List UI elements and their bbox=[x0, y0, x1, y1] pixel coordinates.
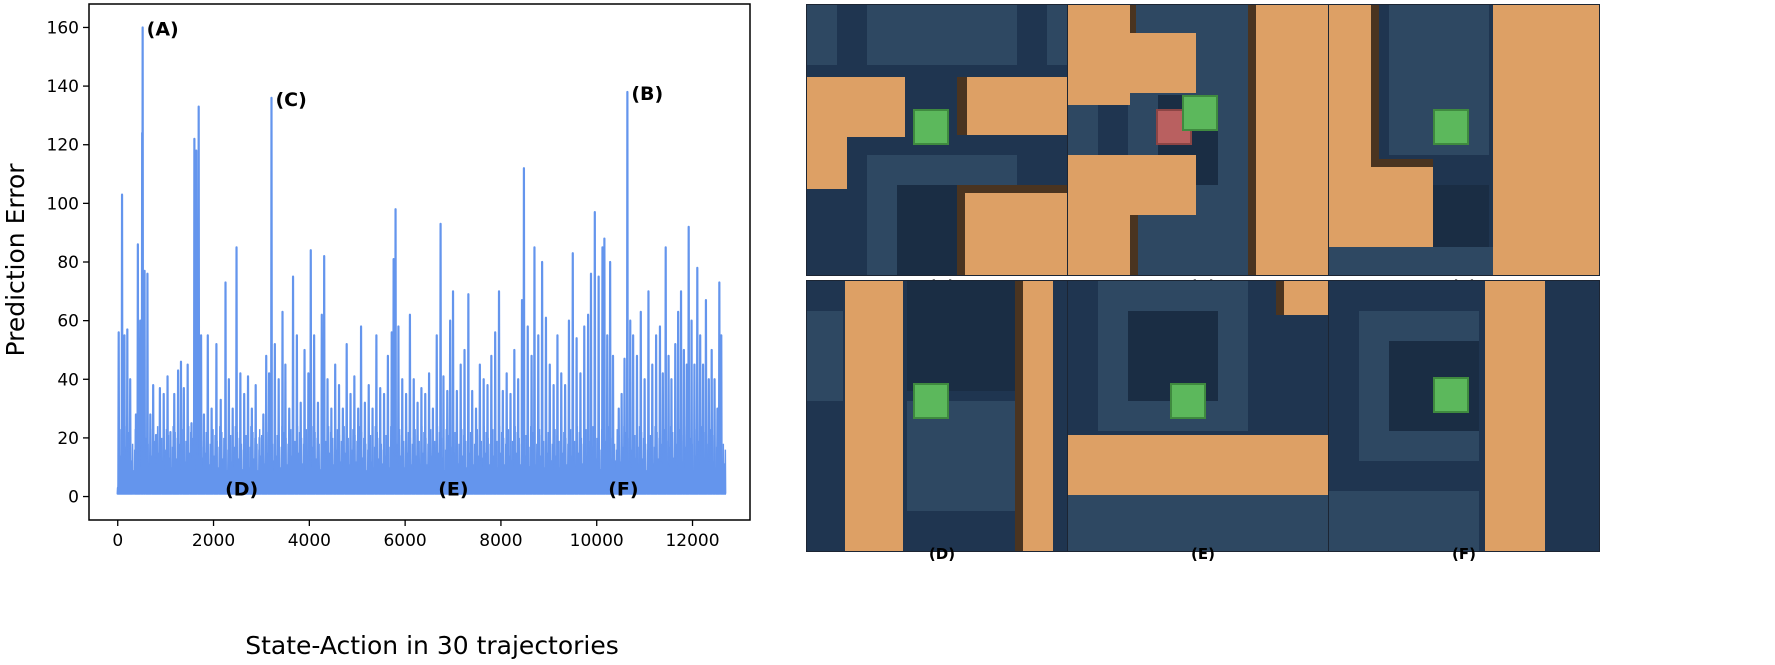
gridworld-panel-f bbox=[1328, 280, 1600, 552]
x-tick-label: 8000 bbox=[479, 531, 522, 551]
prediction-error-chart: 0 2000 4000 6000 8000 10000 12000 0 20 40 60 80 100… bbox=[1, 3, 751, 660]
annotation-d: (D) bbox=[225, 479, 258, 501]
agent-square bbox=[913, 109, 949, 145]
gridworld-panel-c bbox=[1328, 4, 1600, 276]
agent-square bbox=[913, 383, 949, 419]
y-tick-label: 60 bbox=[57, 312, 79, 332]
y-tick-label: 100 bbox=[47, 194, 79, 214]
annotation-e: (E) bbox=[438, 479, 468, 501]
gridworld-panel-d bbox=[806, 280, 1078, 552]
y-tick-label: 80 bbox=[57, 253, 79, 273]
x-tick-label: 6000 bbox=[383, 531, 426, 551]
annotations: (A) (C) (B) (D) (E) (F) bbox=[147, 18, 664, 500]
y-axis-label: Prediction Error bbox=[1, 163, 30, 357]
plot-area bbox=[88, 3, 751, 521]
gridworld-panel-a bbox=[806, 4, 1078, 276]
x-axis-ticks: 0 2000 4000 6000 8000 10000 12000 bbox=[112, 520, 720, 551]
y-tick-label: 20 bbox=[57, 429, 79, 449]
y-tick-label: 0 bbox=[68, 488, 79, 508]
annotation-c: (C) bbox=[275, 89, 306, 111]
x-tick-label: 12000 bbox=[665, 531, 719, 551]
annotation-b: (B) bbox=[631, 83, 663, 105]
y-axis-ticks: 0 20 40 60 80 100 120 140 160 bbox=[47, 18, 89, 508]
gridworld-panel-b bbox=[1067, 4, 1339, 276]
x-tick-label: 0 bbox=[112, 531, 123, 551]
x-axis-label: State-Action in 30 trajectories bbox=[245, 631, 619, 660]
annotation-a: (A) bbox=[147, 18, 179, 40]
panel-label-d: (D) bbox=[928, 545, 956, 563]
y-tick-label: 140 bbox=[47, 77, 79, 97]
x-tick-label: 2000 bbox=[192, 531, 235, 551]
x-tick-label: 10000 bbox=[570, 531, 624, 551]
agent-square bbox=[1433, 109, 1469, 145]
annotation-f: (F) bbox=[608, 479, 638, 501]
x-tick-label: 4000 bbox=[288, 531, 331, 551]
y-tick-label: 40 bbox=[57, 370, 79, 390]
y-tick-label: 120 bbox=[47, 136, 79, 156]
agent-square bbox=[1170, 383, 1206, 419]
y-tick-label: 160 bbox=[47, 18, 79, 38]
gridworld-panel-e bbox=[1067, 280, 1339, 552]
prediction-error-dense-segments bbox=[117, 426, 727, 494]
agent-square bbox=[1433, 377, 1469, 413]
agent-square bbox=[1182, 95, 1218, 131]
panel-label-e: (E) bbox=[1191, 545, 1215, 563]
panel-label-f: (F) bbox=[1452, 545, 1476, 563]
